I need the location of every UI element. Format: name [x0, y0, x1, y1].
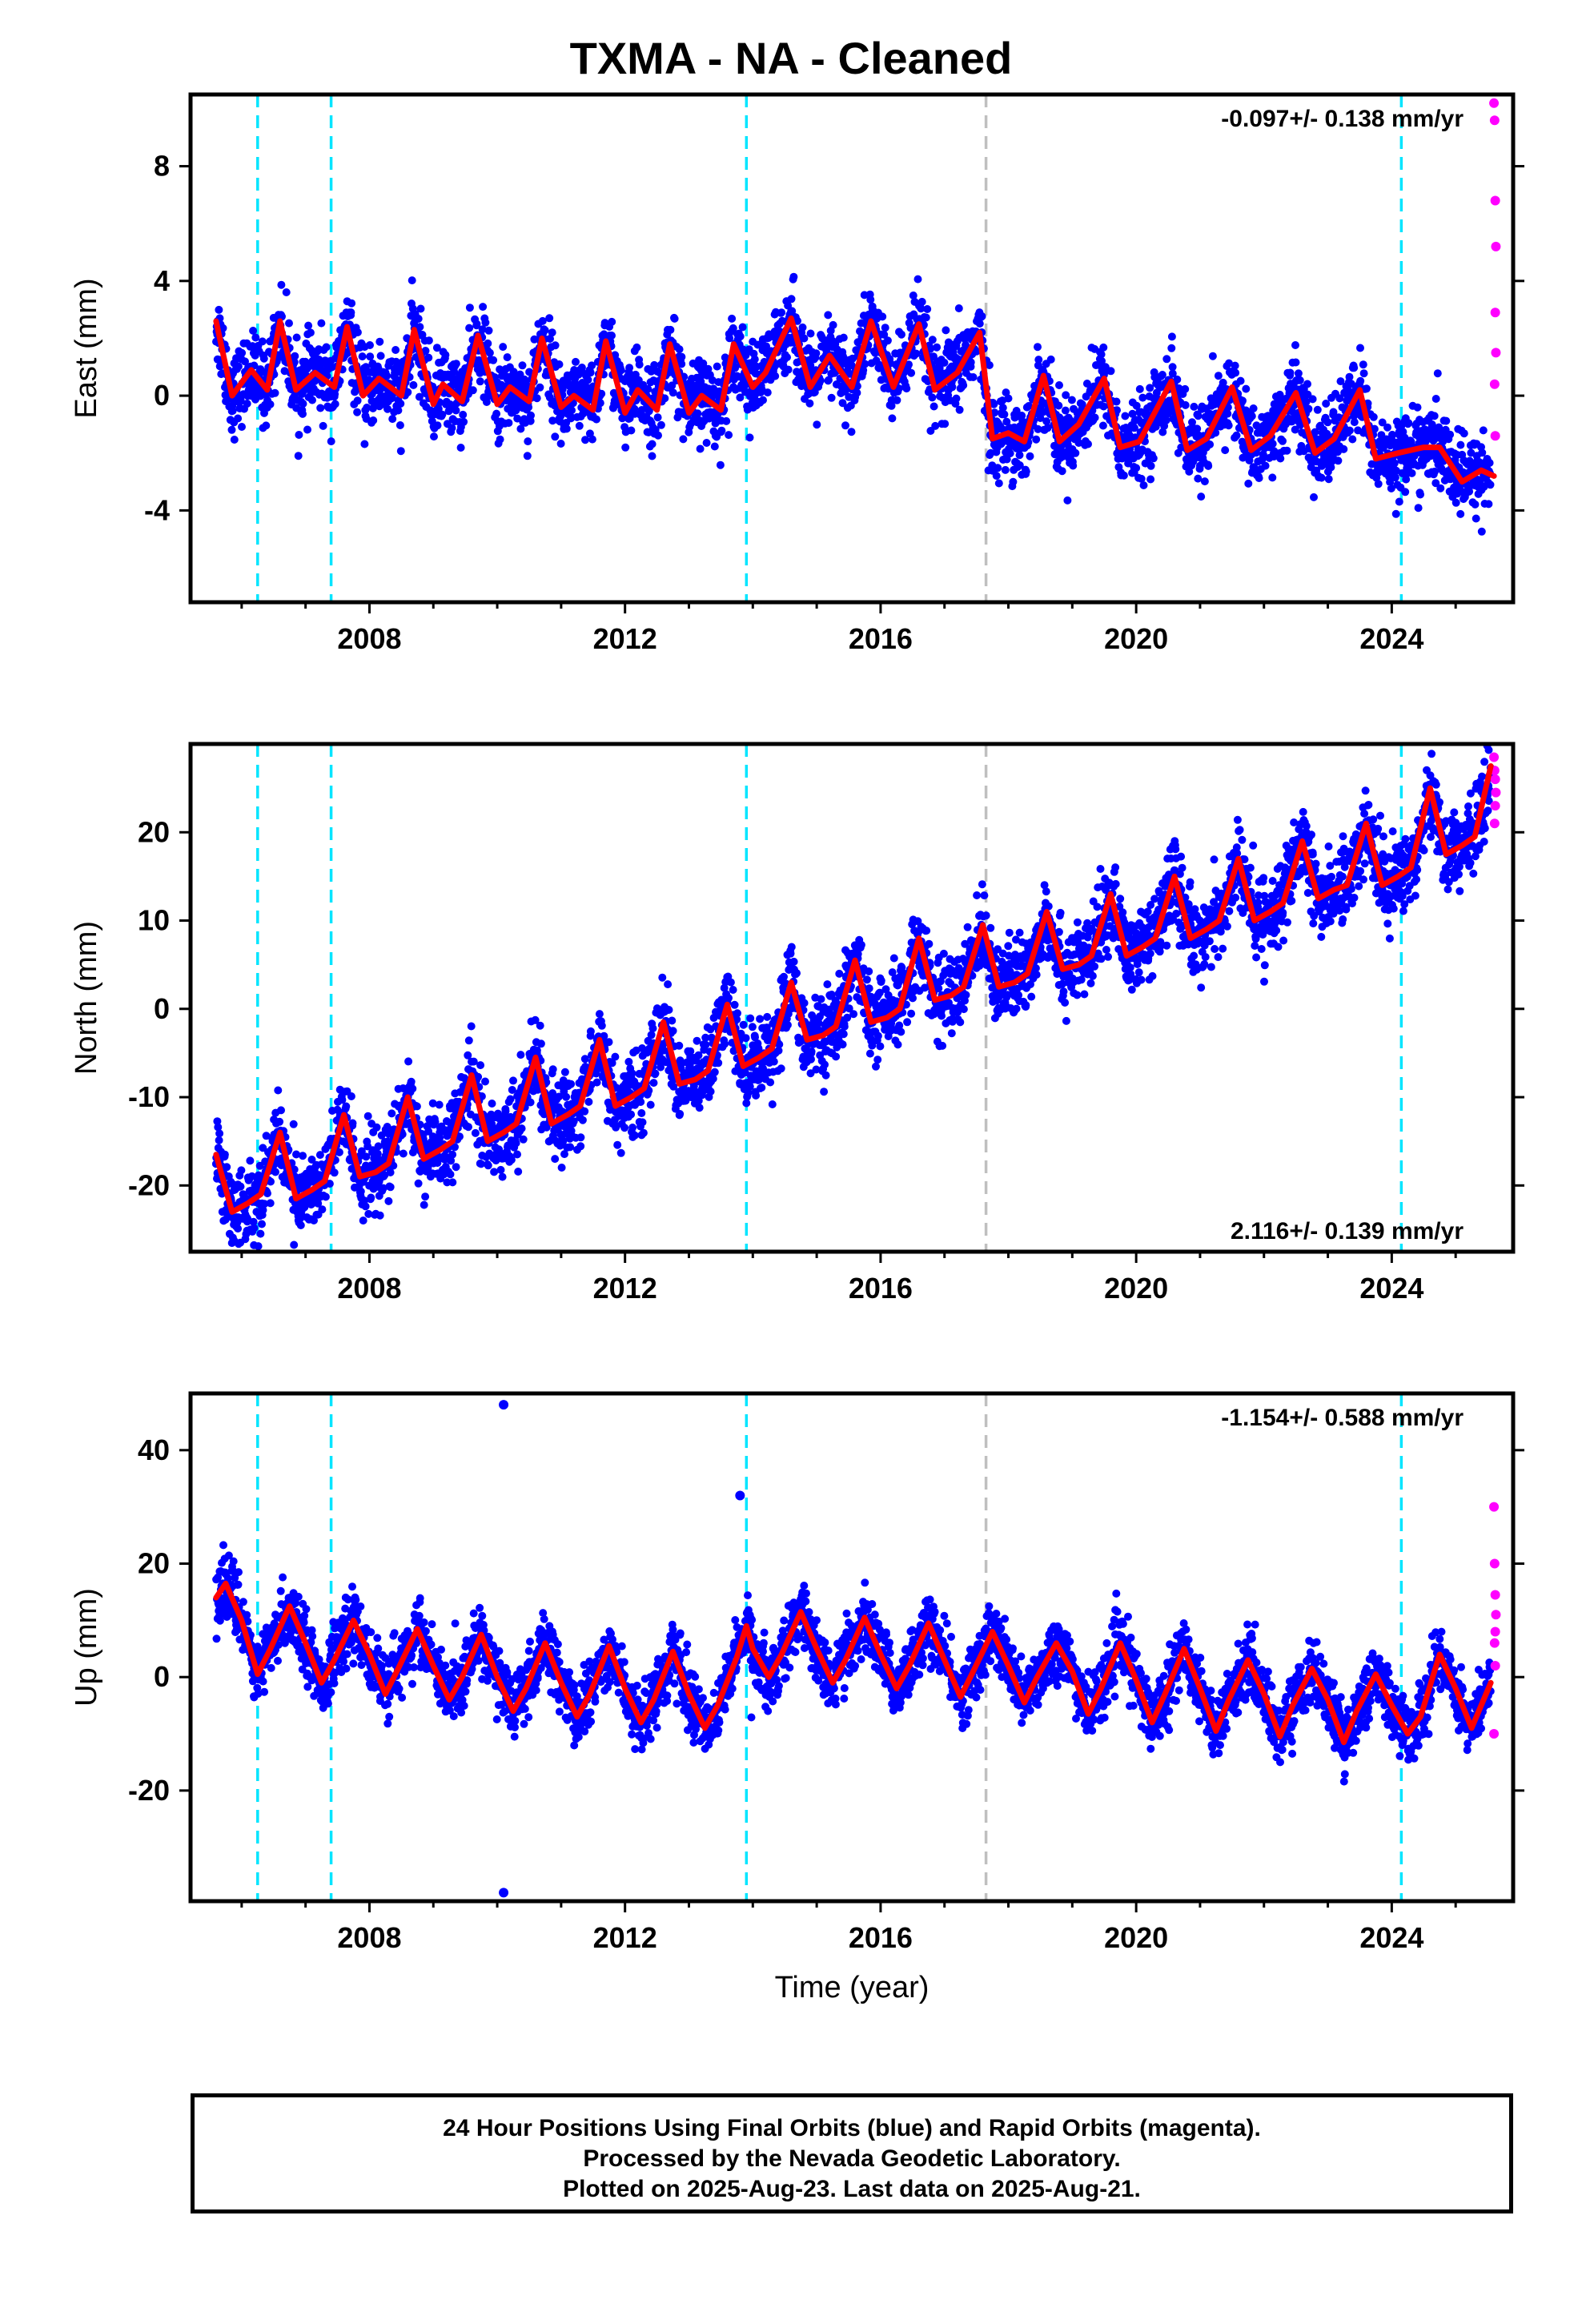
y-axis-label: East (mm)	[70, 278, 103, 418]
rapid-orbit-point	[1489, 98, 1500, 108]
plot-area	[212, 1393, 1501, 1901]
x-tick-label: 2016	[849, 1921, 913, 1954]
y-tick-label: 20	[138, 1547, 170, 1580]
x-tick-label: 2008	[337, 1272, 401, 1305]
y-tick-label: 10	[138, 904, 170, 937]
y-tick-label: 4	[154, 264, 170, 297]
rapid-orbit-point	[1489, 818, 1500, 829]
final-orbit-points	[212, 1541, 1495, 1786]
footer-line-3: Plotted on 2025-Aug-23. Last data on 202…	[563, 2176, 1141, 2202]
panel-up: 2008 2012 2016 2020 2024 -20 0 20 40 Up (mm) -1.15…	[70, 1391, 1524, 2004]
rapid-orbit-point	[1489, 1502, 1500, 1512]
y-tick-label: 0	[154, 992, 170, 1025]
rate-label: -1.154+/- 0.588 mm/yr	[1221, 1405, 1464, 1431]
x-tick-label: 2024	[1359, 1272, 1423, 1305]
plot-frame	[188, 1391, 1516, 1904]
x-tick-label: 2024	[1359, 1921, 1423, 1954]
plot-frame	[188, 742, 1516, 1254]
final-orbit-cloud	[212, 272, 1495, 536]
rapid-orbit-point	[1490, 431, 1500, 441]
x-tick-label: 2020	[1104, 1921, 1168, 1954]
final-orbit-outlier	[499, 1400, 509, 1410]
rapid-orbit-point	[1490, 195, 1500, 206]
rate-label: -0.097+/- 0.138 mm/yr	[1221, 106, 1464, 132]
x-tick-label: 2012	[593, 1921, 657, 1954]
final-orbit-outlier	[499, 1888, 509, 1898]
rapid-orbit-point	[1490, 1626, 1500, 1637]
y-tick-label: 40	[138, 1433, 170, 1466]
final-orbit-points	[211, 744, 1495, 1251]
rapid-orbit-point	[1490, 801, 1500, 811]
y-tick-label: 0	[154, 1660, 170, 1693]
plot-area	[211, 744, 1501, 1252]
y-axis-label: North (mm)	[70, 921, 103, 1075]
plot-frame	[188, 92, 1516, 605]
rapid-orbit-point	[1490, 308, 1500, 318]
y-tick-label: -20	[128, 1168, 170, 1201]
x-tick-label: 2016	[849, 1272, 913, 1305]
rapid-orbit-point	[1491, 241, 1501, 251]
rate-label: 2.116+/- 0.139 mm/yr	[1231, 1218, 1464, 1244]
y-tick-label: 8	[154, 150, 170, 183]
x-tick-label: 2020	[1104, 622, 1168, 655]
x-tick-label: 2020	[1104, 1272, 1168, 1305]
rapid-orbit-point	[1489, 752, 1500, 762]
final-orbit-points	[212, 272, 1495, 536]
rapid-orbit-point	[1489, 1638, 1500, 1648]
footer-line-1: 24 Hour Positions Using Final Orbits (bl…	[443, 2115, 1261, 2141]
x-tick-label: 2012	[593, 1272, 657, 1305]
y-tick-label: -20	[128, 1774, 170, 1807]
x-tick-label: 2012	[593, 622, 657, 655]
y-tick-label: -10	[128, 1080, 170, 1113]
footer-line-2: Processed by the Nevada Geodetic Laborat…	[583, 2145, 1121, 2172]
model-line	[213, 763, 1494, 1215]
rapid-orbit-point	[1491, 1610, 1501, 1620]
x-tick-label: 2008	[337, 1921, 401, 1954]
x-axis-label: Time (year)	[775, 1971, 930, 2004]
rapid-orbit-point	[1490, 1661, 1500, 1671]
rapid-orbit-point	[1489, 115, 1500, 126]
rapid-orbit-point	[1489, 1558, 1500, 1569]
rapid-orbit-point	[1490, 774, 1500, 785]
rapid-orbit-point	[1489, 1729, 1500, 1739]
rapid-orbit-point	[1489, 379, 1500, 389]
y-tick-label: 20	[138, 815, 170, 848]
plot-area	[212, 94, 1501, 602]
model-line	[213, 315, 1497, 485]
model-line	[213, 1580, 1494, 1746]
y-tick-label: 0	[154, 379, 170, 412]
panel-north: 2008 2012 2016 2020 2024 -20 -10 0 10 20 North (mm…	[70, 742, 1524, 1305]
rapid-orbit-point	[1491, 348, 1501, 358]
x-tick-label: 2008	[337, 622, 401, 655]
final-orbit-cloud	[211, 744, 1495, 1251]
rapid-orbit-point	[1491, 787, 1501, 798]
y-axis-label: Up (mm)	[70, 1588, 103, 1707]
final-orbit-cloud	[212, 1541, 1495, 1786]
y-tick-label: -4	[144, 493, 170, 526]
panel-east: 2008 2012 2016 2020 2024 -4 0 4 8 East (mm) -0.097…	[70, 92, 1524, 655]
figure-title: TXMA - NA - Cleaned	[569, 33, 1013, 83]
x-tick-label: 2016	[849, 622, 913, 655]
footer-box: 24 Hour Positions Using Final Orbits (bl…	[191, 2093, 1513, 2213]
rapid-orbit-point	[1490, 1590, 1500, 1600]
final-orbit-outlier	[735, 1490, 745, 1501]
x-tick-label: 2024	[1359, 622, 1423, 655]
